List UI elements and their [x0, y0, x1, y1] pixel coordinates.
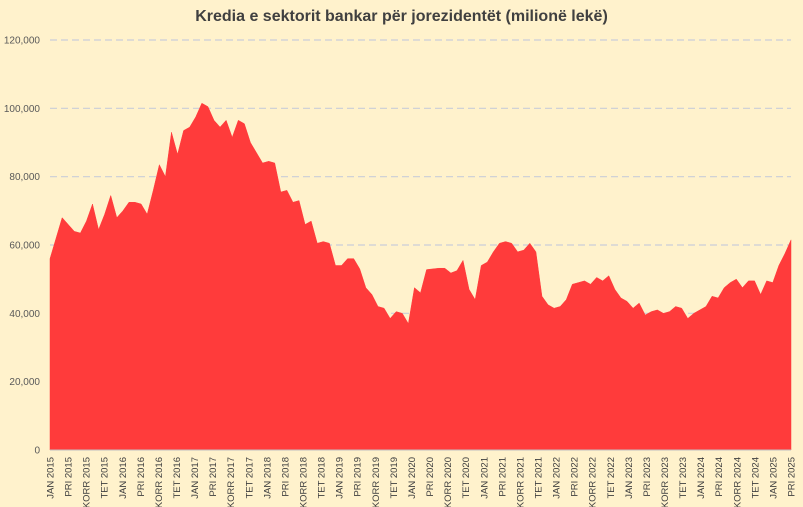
x-tick-label: JAN 2022 — [552, 457, 563, 499]
x-tick-label: JAN 2016 — [118, 457, 129, 499]
x-tick-label: PRI 2023 — [642, 457, 653, 497]
x-tick-label: KORR 2024 — [732, 457, 743, 507]
x-tick-label: PRI 2025 — [787, 457, 798, 497]
chart-title: Kredia e sektorit bankar për jorezidentë… — [195, 8, 608, 25]
series-area — [49, 102, 792, 451]
x-tick-label: PRI 2018 — [280, 457, 291, 497]
x-tick-label: PRI 2021 — [497, 457, 508, 497]
x-tick-label: PRI 2022 — [570, 457, 581, 497]
x-tick-label: KORR 2020 — [443, 457, 454, 507]
x-tick-label: TET 2023 — [678, 457, 689, 499]
x-tick-label: TET 2019 — [389, 457, 400, 499]
x-tick-label: KORR 2016 — [154, 457, 165, 507]
x-tick-label: KORR 2017 — [226, 457, 237, 507]
y-tick-label: 80,000 — [9, 172, 40, 183]
x-tick-label: PRI 2016 — [136, 457, 147, 497]
x-tick-label: KORR 2019 — [371, 457, 382, 507]
x-tick-label: JAN 2018 — [262, 457, 273, 499]
x-tick-label: JAN 2017 — [190, 457, 201, 499]
y-tick-label: 60,000 — [9, 241, 40, 252]
x-tick-label: PRI 2017 — [208, 457, 219, 497]
x-tick-label: TET 2018 — [317, 457, 328, 499]
x-tick-label: PRI 2020 — [425, 457, 436, 497]
x-tick-label: JAN 2021 — [479, 457, 490, 499]
y-tick-label: 100,000 — [4, 104, 41, 115]
x-tick-label: TET 2024 — [750, 457, 761, 499]
x-tick-label: PRI 2024 — [714, 457, 725, 497]
x-tick-label: KORR 2021 — [515, 457, 526, 507]
x-tick-label: JAN 2024 — [696, 457, 707, 499]
x-tick-label: TET 2017 — [244, 457, 255, 499]
x-tick-label: KORR 2018 — [299, 457, 310, 507]
x-tick-label: PRI 2015 — [64, 457, 75, 497]
x-tick-label: JAN 2025 — [768, 457, 779, 499]
x-tick-label: JAN 2015 — [46, 457, 57, 499]
x-tick-label: JAN 2023 — [624, 457, 635, 499]
x-tick-label: KORR 2023 — [660, 457, 671, 507]
x-tick-label: TET 2016 — [172, 457, 183, 499]
y-tick-label: 0 — [34, 446, 40, 457]
y-tick-label: 120,000 — [4, 36, 41, 47]
x-tick-label: JAN 2020 — [407, 457, 418, 499]
x-tick-label: KORR 2015 — [82, 457, 93, 507]
x-tick-label: KORR 2022 — [588, 457, 599, 507]
y-tick-label: 40,000 — [9, 309, 40, 320]
x-tick-label: TET 2022 — [606, 457, 617, 499]
y-tick-label: 20,000 — [9, 377, 40, 388]
x-tick-label: TET 2015 — [100, 457, 111, 499]
x-tick-label: JAN 2019 — [335, 457, 346, 499]
x-tick-label: TET 2020 — [461, 457, 472, 499]
x-tick-label: TET 2021 — [533, 457, 544, 499]
x-tick-label: PRI 2019 — [353, 457, 364, 497]
